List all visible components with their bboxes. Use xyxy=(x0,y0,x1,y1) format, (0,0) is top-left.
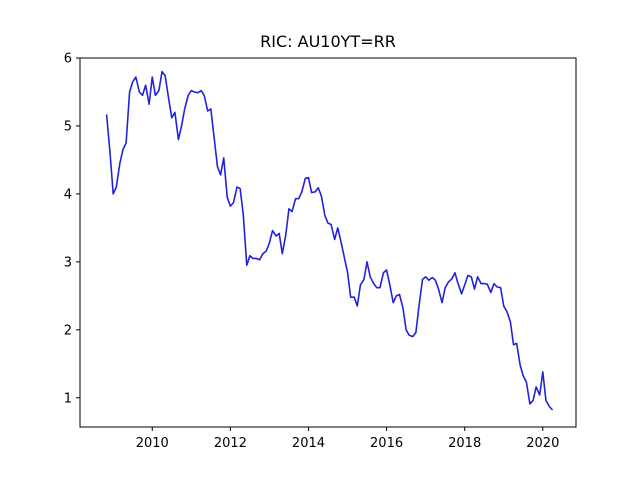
y-tick-label: 2 xyxy=(64,323,72,338)
y-axis: 1 2 3 4 5 6 xyxy=(64,52,80,406)
series-line xyxy=(105,70,554,411)
x-tick-label: 2020 xyxy=(526,436,559,451)
plot-frame xyxy=(79,57,577,428)
x-tick-label: 2018 xyxy=(448,436,481,451)
y-tick-label: 3 xyxy=(64,255,72,270)
x-tick-label: 2016 xyxy=(370,436,403,451)
series-layer xyxy=(105,70,554,411)
y-tick-label: 4 xyxy=(64,187,72,202)
x-tick-label: 2012 xyxy=(214,436,247,451)
y-tick-label: 1 xyxy=(64,391,72,406)
x-tick-label: 2014 xyxy=(292,436,325,451)
y-tick-label: 6 xyxy=(64,52,72,67)
y-tick-label: 5 xyxy=(64,119,72,134)
x-axis: 2010 2012 2014 2016 2018 2020 xyxy=(136,427,559,451)
chart-title: RIC: AU10YT=RR xyxy=(260,32,396,51)
x-tick-label: 2010 xyxy=(136,436,169,451)
